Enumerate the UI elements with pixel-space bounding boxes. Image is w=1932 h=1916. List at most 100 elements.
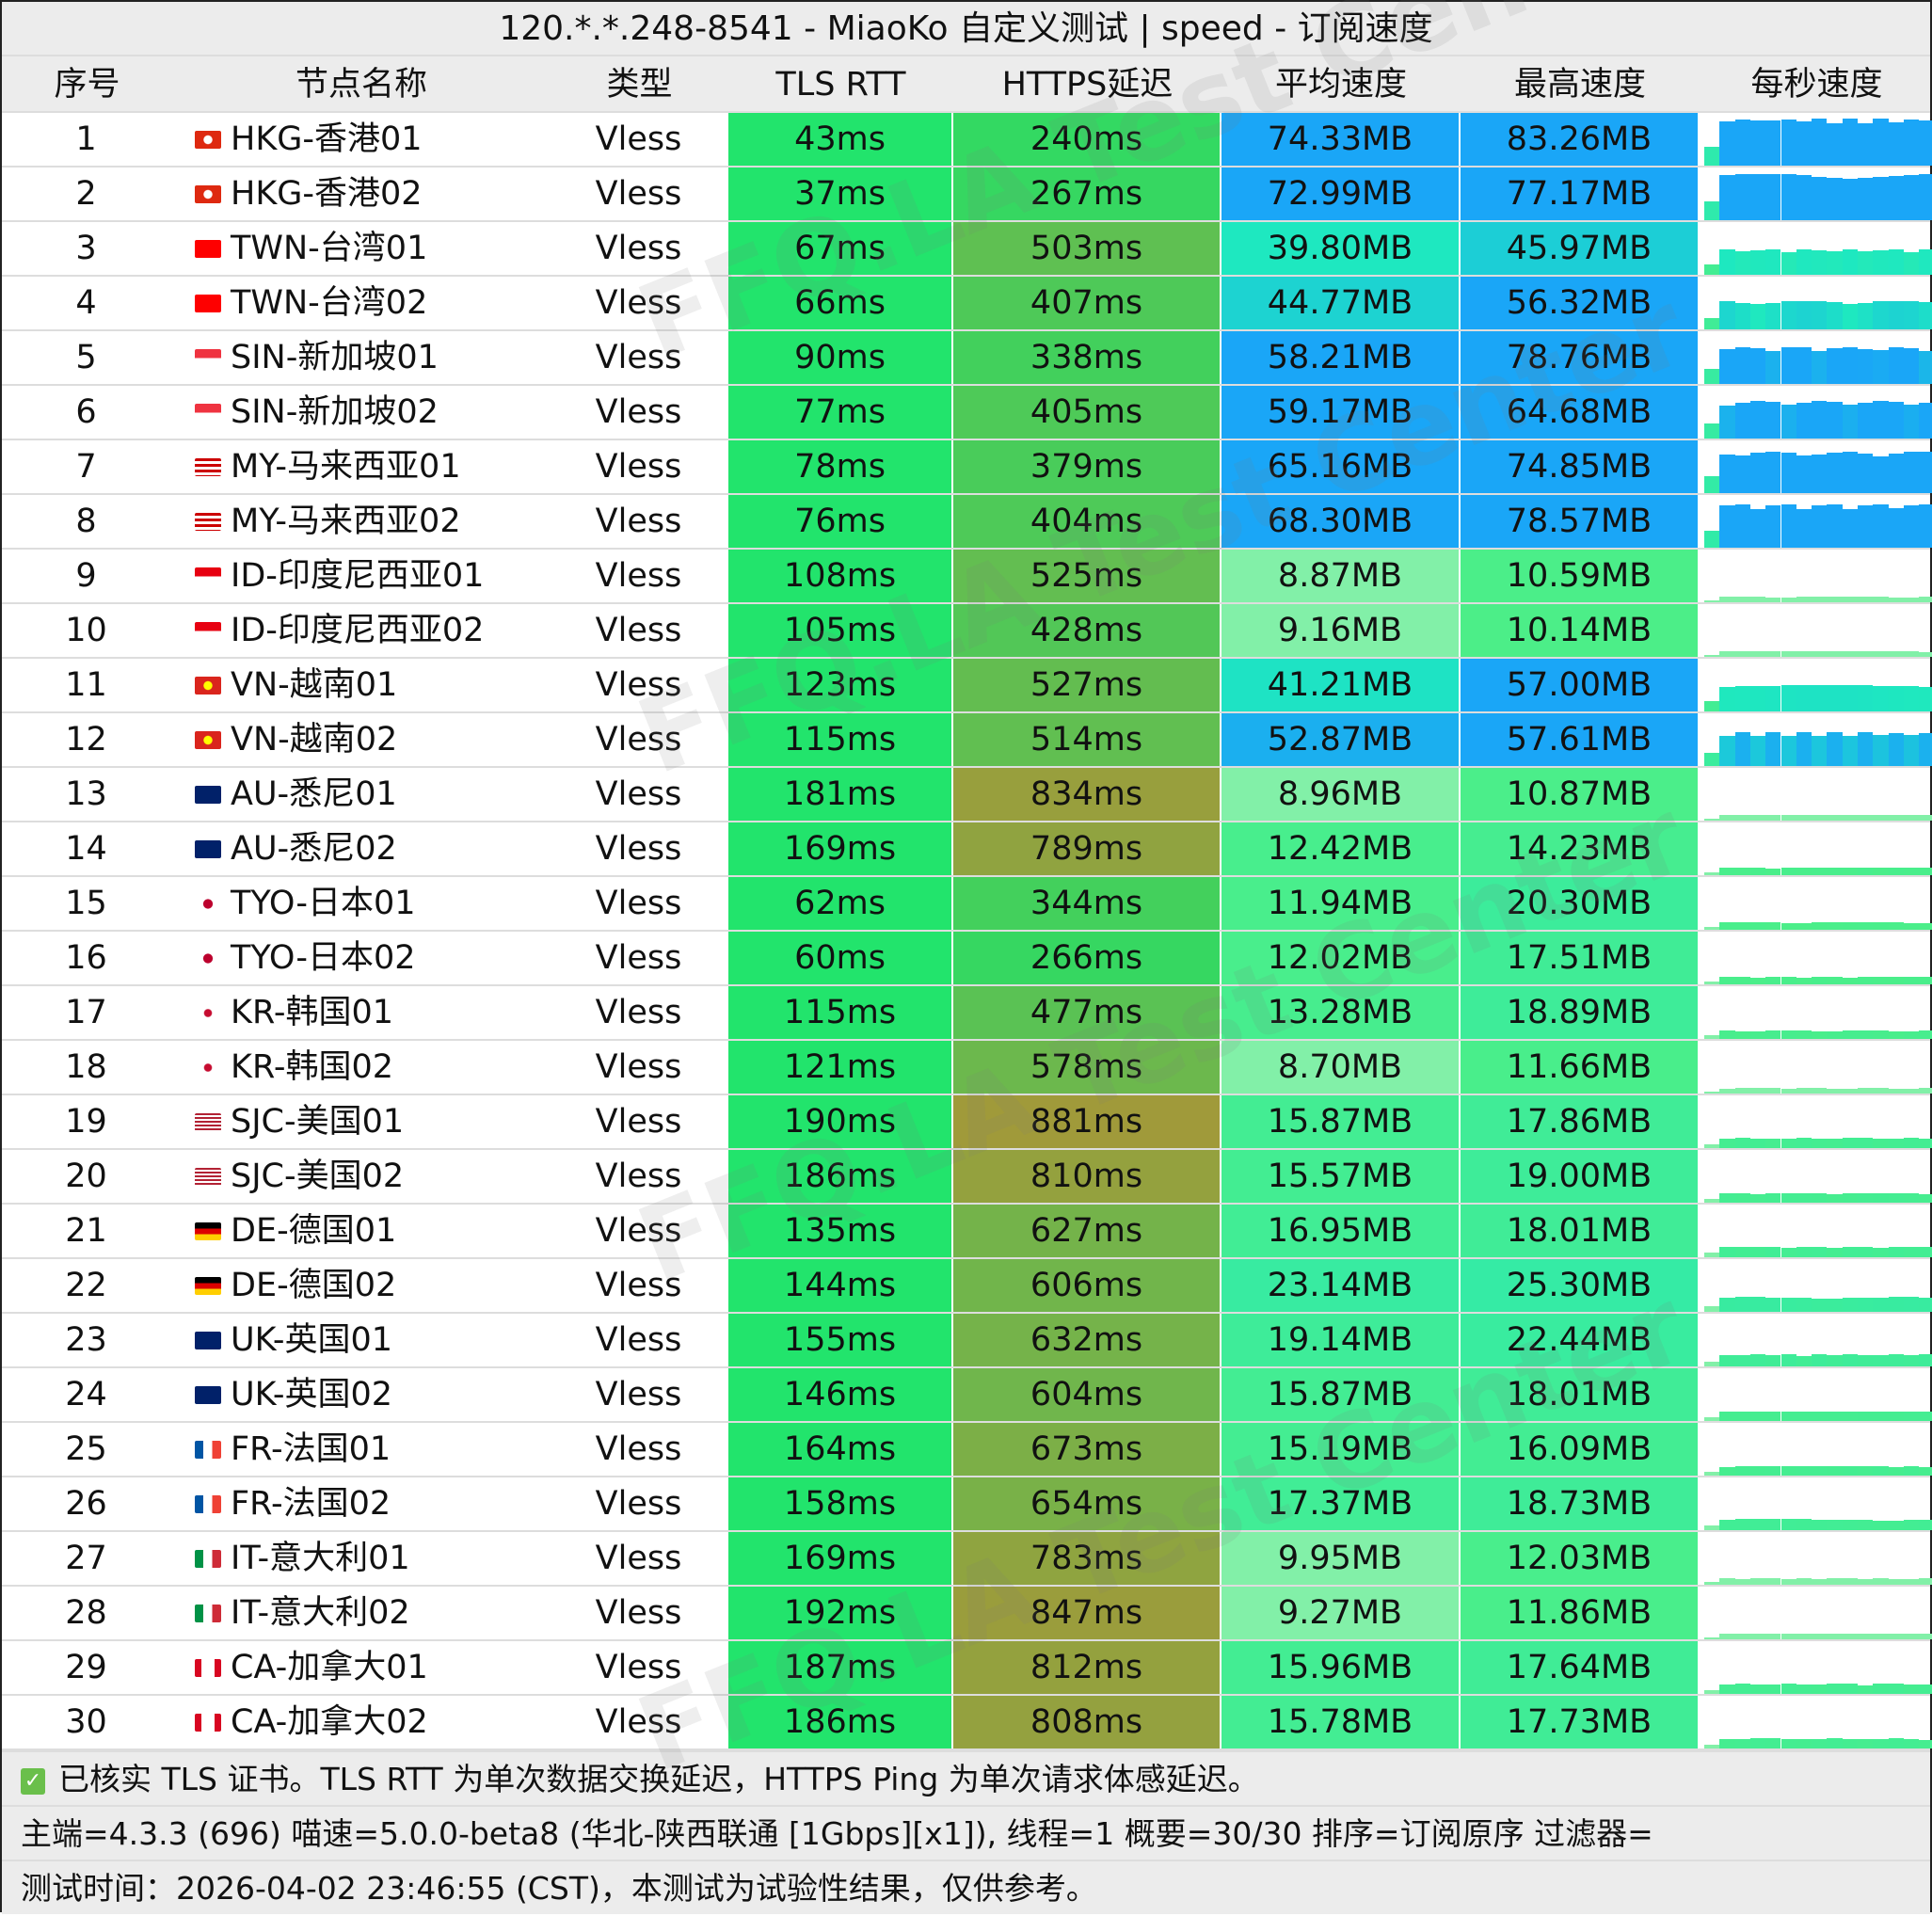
node-name-cell: KR-韩国02 — [172, 1041, 551, 1094]
node-name: SIN-新加坡01 — [231, 339, 439, 376]
sparkline-bar — [1734, 686, 1750, 711]
table-row[interactable]: 8 MY-马来西亚02 Vless 76ms 404ms 68.30MB 78.… — [2, 495, 1932, 550]
table-row[interactable]: 3 TWN-台湾01 Vless 67ms 503ms 39.80MB 45.9… — [2, 222, 1932, 277]
sparkline-bar — [1842, 1519, 1858, 1530]
table-row[interactable]: 12 VN-越南02 Vless 115ms 514ms 52.87MB 57.… — [2, 713, 1932, 768]
header-type[interactable]: 类型 — [606, 66, 673, 104]
sparkline-bar — [1827, 1466, 1843, 1476]
sparkline-bar — [1704, 201, 1720, 220]
sparkline-bar — [1903, 452, 1920, 493]
sparkline-bar — [1888, 1411, 1904, 1421]
sparkline-bar — [1734, 597, 1750, 602]
sparkline-bar — [1842, 1411, 1858, 1421]
flag-it-icon — [195, 1549, 221, 1568]
table-row[interactable]: 7 MY-马来西亚01 Vless 78ms 379ms 65.16MB 74.… — [2, 440, 1932, 495]
node-name-cell: TWN-台湾01 — [172, 222, 551, 275]
tls-rtt: 90ms — [728, 331, 953, 384]
table-row[interactable]: 5 SIN-新加坡01 Vless 90ms 338ms 58.21MB 78.… — [2, 331, 1932, 386]
table-row[interactable]: 9 ID-印度尼西亚01 Vless 108ms 525ms 8.87MB 10… — [2, 550, 1932, 604]
sparkline-bar — [1749, 173, 1766, 220]
table-row[interactable]: 13 AU-悉尼01 Vless 181ms 834ms 8.96MB 10.8… — [2, 768, 1932, 822]
row-index: 7 — [2, 440, 172, 493]
table-row[interactable]: 18 KR-韩国02 Vless 121ms 578ms 8.70MB 11.6… — [2, 1041, 1932, 1095]
table-header: 序号 节点名称 类型 TLS RTT HTTPS延迟 平均速度 最高速度 每秒速… — [2, 56, 1930, 113]
table-row[interactable]: 19 SJC-美国01 Vless 190ms 881ms 15.87MB 17… — [2, 1095, 1932, 1150]
header-index[interactable]: 序号 — [54, 66, 120, 104]
table-row[interactable]: 16 TYO-日本02 Vless 60ms 266ms 12.02MB 17.… — [2, 932, 1932, 986]
sparkline-bar — [1888, 1466, 1904, 1476]
sparkline-bar — [1796, 455, 1812, 493]
table-row[interactable]: 29 CA-加拿大01 Vless 187ms 812ms 15.96MB 17… — [2, 1641, 1932, 1696]
table-row[interactable]: 2 HKG-香港02 Vless 37ms 267ms 72.99MB 77.1… — [2, 168, 1932, 222]
node-name: TWN-台湾02 — [231, 284, 428, 322]
row-index: 23 — [2, 1314, 172, 1366]
header-avg-speed[interactable]: 平均速度 — [1274, 66, 1407, 104]
sparkline-bar — [1765, 1684, 1781, 1694]
sparkline-bar — [1858, 178, 1874, 220]
table-row[interactable]: 22 DE-德国02 Vless 144ms 606ms 23.14MB 25.… — [2, 1259, 1932, 1314]
sparkline-bar — [1734, 1297, 1750, 1312]
sparkline-bar — [1842, 1088, 1858, 1094]
https-latency: 267ms — [953, 168, 1221, 220]
sparkline-bar — [1796, 922, 1812, 930]
node-type: Vless — [551, 386, 728, 439]
table-row[interactable]: 23 UK-英国01 Vless 155ms 632ms 19.14MB 22.… — [2, 1314, 1932, 1368]
sparkline-bar — [1919, 1297, 1932, 1312]
table-row[interactable]: 15 TYO-日本01 Vless 62ms 344ms 11.94MB 20.… — [2, 877, 1932, 932]
sparkline-bar — [1796, 1298, 1812, 1312]
sparkline-bar — [1827, 1519, 1843, 1530]
sparkline-bar — [1734, 1354, 1750, 1366]
tls-rtt: 192ms — [728, 1587, 953, 1639]
table-row[interactable]: 26 FR-法国02 Vless 158ms 654ms 17.37MB 18.… — [2, 1477, 1932, 1532]
sparkline-bar — [1873, 814, 1889, 821]
sparkline-bar — [1812, 401, 1828, 439]
table-row[interactable]: 20 SJC-美国02 Vless 186ms 810ms 15.57MB 19… — [2, 1150, 1932, 1205]
sparkline-bar — [1719, 405, 1735, 439]
table-row[interactable]: 14 AU-悉尼02 Vless 169ms 789ms 12.42MB 14.… — [2, 822, 1932, 877]
table-row[interactable]: 6 SIN-新加坡02 Vless 77ms 405ms 59.17MB 64.… — [2, 386, 1932, 440]
sparkline-bar — [1903, 686, 1920, 711]
table-row[interactable]: 24 UK-英国02 Vless 146ms 604ms 15.87MB 18.… — [2, 1368, 1932, 1423]
table-row[interactable]: 10 ID-印度尼西亚02 Vless 105ms 428ms 9.16MB 1… — [2, 604, 1932, 659]
sparkline-bar — [1827, 1030, 1843, 1039]
table-row[interactable]: 1 HKG-香港01 Vless 43ms 240ms 74.33MB 83.2… — [2, 113, 1932, 168]
table-row[interactable]: 11 VN-越南01 Vless 123ms 527ms 41.21MB 57.… — [2, 659, 1932, 713]
sparkline-bar — [1903, 174, 1920, 220]
table-row[interactable]: 21 DE-德国01 Vless 135ms 627ms 16.95MB 18.… — [2, 1205, 1932, 1259]
sparkline-bar — [1796, 1088, 1812, 1094]
header-node-name[interactable]: 节点名称 — [295, 66, 427, 104]
avg-speed: 11.94MB — [1221, 877, 1461, 930]
sparkline-bar — [1796, 1412, 1812, 1421]
sparkline-bar — [1919, 1684, 1932, 1694]
table-row[interactable]: 17 KR-韩国01 Vless 115ms 477ms 13.28MB 18.… — [2, 986, 1932, 1041]
sparkline-bar — [1765, 1139, 1781, 1148]
row-index: 15 — [2, 877, 172, 930]
header-tls-rtt[interactable]: TLS RTT — [775, 66, 906, 104]
sparkline-bar — [1903, 1738, 1920, 1748]
node-name: ID-印度尼西亚02 — [231, 612, 485, 649]
table-row[interactable]: 4 TWN-台湾02 Vless 66ms 407ms 44.77MB 56.3… — [2, 277, 1932, 331]
tls-rtt: 115ms — [728, 713, 953, 766]
sparkline-bar — [1704, 1253, 1720, 1257]
sparkline-bar — [1903, 1520, 1920, 1530]
avg-speed: 72.99MB — [1221, 168, 1461, 220]
avg-speed: 15.87MB — [1221, 1368, 1461, 1421]
flag-kr-icon — [195, 1003, 221, 1022]
table-row[interactable]: 25 FR-法国01 Vless 164ms 673ms 15.19MB 16.… — [2, 1423, 1932, 1477]
sparkline-bar — [1719, 1354, 1735, 1366]
table-row[interactable]: 27 IT-意大利01 Vless 169ms 783ms 9.95MB 12.… — [2, 1532, 1932, 1587]
header-https-latency[interactable]: HTTPS延迟 — [1001, 66, 1174, 104]
max-speed: 18.73MB — [1461, 1477, 1700, 1530]
node-name: KR-韩国02 — [231, 1048, 394, 1086]
table-row[interactable]: 30 CA-加拿大02 Vless 186ms 808ms 15.78MB 17… — [2, 1696, 1932, 1750]
footer-note-text: 已核实 TLS 证书。TLS RTT 为单次数据交换延迟，HTTPS Ping … — [58, 1761, 1259, 1797]
sparkline-bar — [1858, 1466, 1874, 1476]
sparkline-bar — [1704, 530, 1720, 548]
header-max-speed[interactable]: 最高速度 — [1513, 66, 1646, 104]
node-name: TYO-日本02 — [231, 939, 416, 977]
flag-us-icon — [195, 1167, 221, 1186]
header-per-second-speed[interactable]: 每秒速度 — [1750, 66, 1883, 104]
https-latency: 673ms — [953, 1423, 1221, 1476]
https-latency: 477ms — [953, 986, 1221, 1039]
table-row[interactable]: 28 IT-意大利02 Vless 192ms 847ms 9.27MB 11.… — [2, 1587, 1932, 1641]
